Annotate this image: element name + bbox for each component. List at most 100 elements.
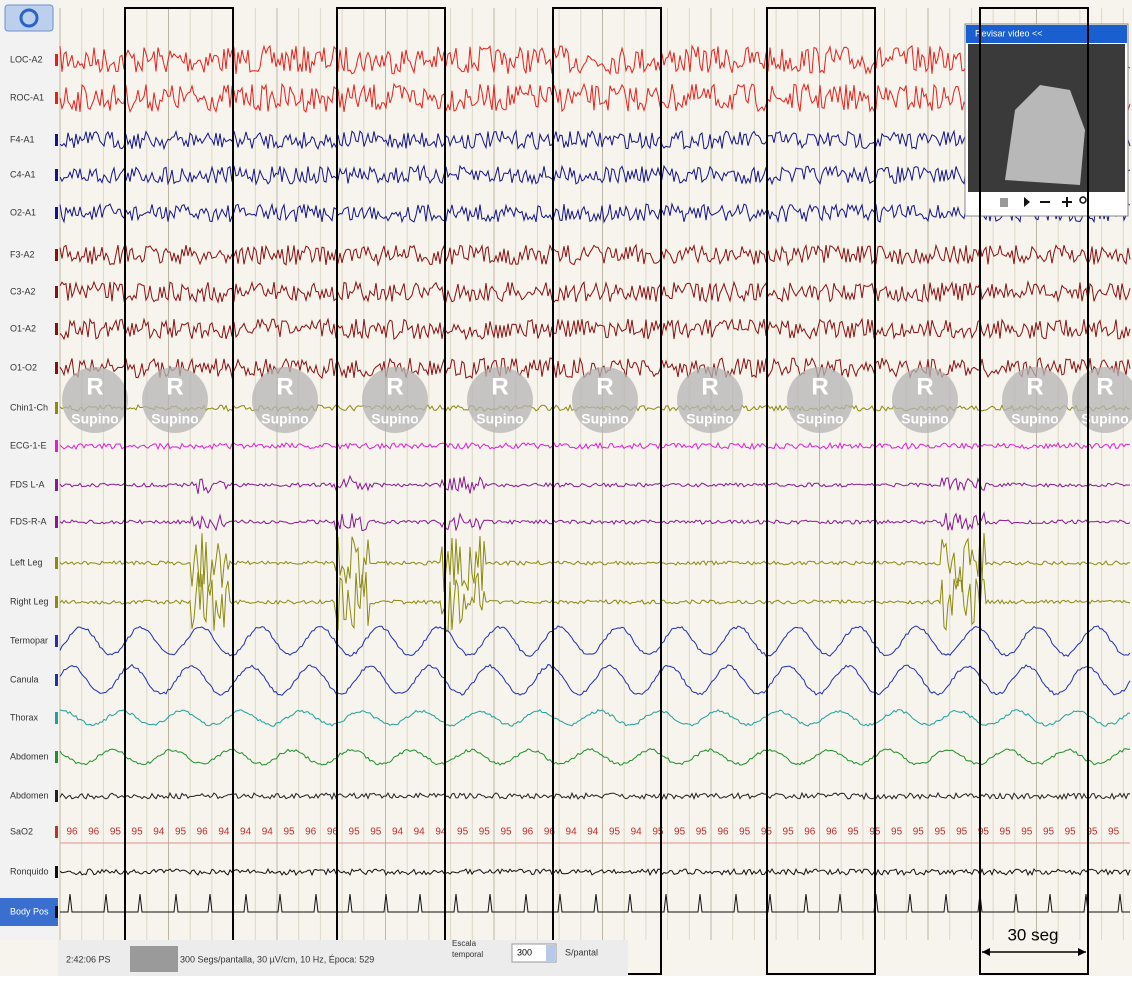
sao2-value: 95 [783,827,795,838]
status-bar: 2:42:06 PS 300 Segs/pantalla, 30 µV/cm, … [58,939,628,976]
sao2-value: 96 [544,827,556,838]
sao2-value: 95 [913,827,925,838]
video-stop[interactable] [1000,198,1008,207]
trace [59,44,1131,76]
sao2-value: 95 [609,827,621,838]
marker-label: Supino [151,411,198,427]
channel-label: C3-A2 [10,286,36,296]
channel-label: Left Leg [10,557,43,567]
trace [59,317,1131,341]
scale-label-box: Escala temporal [452,939,483,959]
scale-annotation: 30 seg [982,925,1086,956]
video-minus[interactable] [1040,201,1050,203]
sao2-value: 94 [566,827,578,838]
channel-label: Body Pos [10,906,49,916]
sao2-value: 95 [1043,827,1055,838]
marker-letter: R [811,373,828,400]
trace [59,748,1131,766]
video-title: Revisar video << [975,28,1043,38]
channel-label: ROC-A1 [10,92,44,102]
status-slider[interactable] [130,946,178,972]
channel-marker [55,323,58,335]
sao2-value: 95 [110,827,122,838]
trace [59,441,1131,451]
channel-label: Canula [10,674,39,684]
channel-marker [55,169,58,181]
sao2-value: 95 [283,827,295,838]
channel-marker [55,92,58,104]
sao2-value: 96 [804,827,816,838]
scale-select[interactable] [511,943,557,963]
channel-marker [55,635,58,647]
sao2-value: 95 [891,827,903,838]
sao2-value: 94 [392,827,404,838]
trace [60,893,1130,913]
marker-label: Supino [1081,411,1128,427]
sao2-value: 94 [153,827,165,838]
marker-label: Supino [371,411,418,427]
trace [59,164,1131,186]
channel-marker [55,362,58,374]
trace [59,280,1131,304]
channel-label: Termopar [10,635,48,645]
trace [59,474,1131,494]
epoch-box [979,7,1089,975]
sao2-value: 95 [848,827,860,838]
channel-marker [55,906,58,918]
channel-label: F4-A1 [10,134,35,144]
marker-letter: R [166,373,183,400]
marker-letter: R [701,373,718,400]
marker-circle [362,367,428,433]
sao2-value: 95 [1086,827,1098,838]
channel-marker [55,479,58,491]
sao2-value: 95 [956,827,968,838]
channel-label: O1-A2 [10,323,36,333]
marker-label: Supino [796,411,843,427]
channel-label: Abdomen [10,751,49,761]
channel-label: Thorax [10,712,39,722]
sao2-value: 96 [88,827,100,838]
channel-marker [55,249,58,261]
trace [59,663,1131,696]
channel-marker [55,790,58,802]
channel-marker [55,557,58,569]
video-zoom[interactable] [1079,196,1087,204]
channel-label: C4-A1 [10,169,36,179]
sao2-value: 95 [978,827,990,838]
position-markers: R Supino R Supino R Supino R Supino R Supino R Supi… [62,367,1132,433]
sao2-value: 95 [1021,827,1033,838]
sao2-value: 95 [696,827,708,838]
video-panel: Revisar video << [964,23,1129,217]
marker-circle [677,367,743,433]
scale-dropdown[interactable] [546,945,555,961]
channel-marker [55,440,58,452]
channel-marker [55,286,58,298]
channel-label: ECG-1-E [10,440,47,450]
sao2-value: 94 [218,827,230,838]
channel-label: F3-A2 [10,249,35,259]
channel-label: Abdomen [10,790,49,800]
trace [59,511,1131,532]
sao2-value: 95 [1000,827,1012,838]
video-plus[interactable] [1062,197,1072,207]
sao2-value: 95 [370,827,382,838]
channel-marker [55,596,58,608]
menu-button[interactable] [4,4,54,32]
trace [59,571,1131,633]
marker-circle [1002,367,1068,433]
sao2-value: 95 [934,827,946,838]
channel-marker [55,751,58,763]
sao2-value: 94 [587,827,599,838]
status-info: 300 Segs/pantalla, 30 µV/cm, 10 Hz, Époc… [180,954,374,964]
channel-label: LOC-A2 [10,54,43,64]
video-play[interactable] [1024,197,1030,207]
trace [59,791,1131,801]
sao2-value: 95 [652,827,664,838]
marker-letter: R [916,373,933,400]
marker-circle [62,367,128,433]
epoch-box [766,7,876,975]
grid [59,8,1124,940]
trace [59,708,1131,727]
